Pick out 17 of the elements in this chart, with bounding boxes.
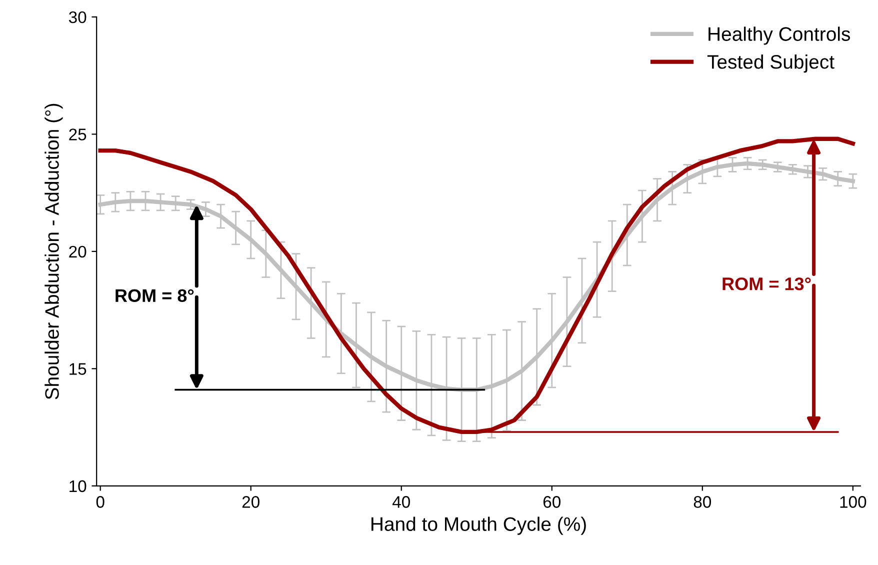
y-tick-label: 30 (68, 11, 86, 24)
x-tick-label: 20 (242, 496, 260, 508)
x-axis-title: Hand to Mouth Cycle (%) (372, 516, 586, 535)
x-tick-label: 80 (694, 496, 712, 508)
x-tick-label: 100 (840, 496, 866, 508)
x-tick-label: 60 (543, 496, 561, 508)
legend-label: Healthy Controls (708, 26, 850, 45)
y-tick-label: 25 (69, 128, 86, 140)
annotation: ROM = 8° (116, 289, 194, 302)
x-tick-label: 40 (392, 496, 410, 508)
y-tick-label: 15 (70, 363, 86, 375)
y-tick-label: 10 (70, 480, 86, 492)
y-axis-title: Shoulder Abduction - Adduction (°) (44, 104, 63, 400)
legend-label: Tested Subject (707, 54, 834, 73)
annotation: ROM = 13° (722, 277, 811, 290)
x-tick-label: 0 (96, 496, 104, 508)
y-tick-label: 20 (69, 246, 86, 258)
